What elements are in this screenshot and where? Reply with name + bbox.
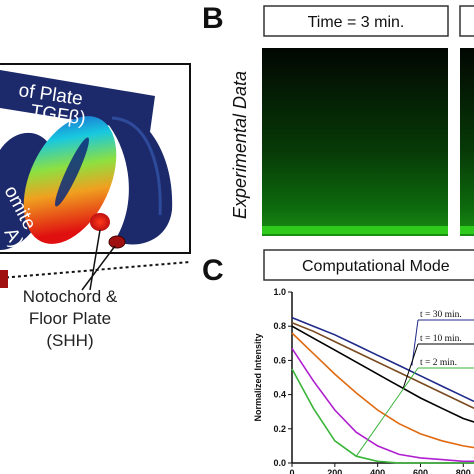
y-tick-label: 0.0 xyxy=(273,458,286,468)
series-label-2: t = 10 min. xyxy=(420,334,462,344)
pointer-line-1 xyxy=(81,245,116,291)
panel-b: B Time = 3 min. Experimental Data xyxy=(202,2,474,236)
series-line-0 xyxy=(291,316,474,403)
experimental-data-label: Experimental Data xyxy=(230,71,250,219)
y-tick-label: 0.8 xyxy=(273,321,286,331)
x-tick-label: 200 xyxy=(327,468,342,474)
notochord-annotation: Notochord & Floor Plate (SHH) xyxy=(10,286,130,352)
series-leader-2 xyxy=(402,343,419,388)
panel-b-letter: B xyxy=(202,2,224,35)
x-tick-label: 800 xyxy=(456,468,471,474)
x-tick-label: 600 xyxy=(413,468,428,474)
experimental-image-2-band xyxy=(460,226,474,234)
experimental-image-2 xyxy=(460,48,474,236)
annotation-line-3: (SHH) xyxy=(46,331,94,350)
notochord-cylinder-left xyxy=(0,270,8,288)
y-tick-label: 0.6 xyxy=(273,355,286,365)
x-tick-label: 400 xyxy=(370,468,385,474)
experimental-image-bright-band xyxy=(262,226,448,234)
panel-a-diagram: of Plate TGFβ) omite A) xyxy=(0,63,191,291)
diagram-dotted-baseline xyxy=(0,261,191,279)
panel-c-header-box xyxy=(263,249,474,281)
somite-right-shape xyxy=(95,108,173,245)
pointer-line-2 xyxy=(89,229,101,291)
series-line-3 xyxy=(291,332,474,449)
panel-b-header-box xyxy=(263,5,449,37)
notochord-spot xyxy=(90,213,110,231)
neural-tube-lumen xyxy=(55,137,89,207)
series-line-1 xyxy=(291,322,474,410)
y-axis-label: Normalized Intensity xyxy=(253,333,263,421)
series-leader-5 xyxy=(355,367,419,457)
y-tick-label: 1.0 xyxy=(273,287,286,297)
notochord-cylinder-right xyxy=(108,235,126,249)
annotation-line-2: Floor Plate xyxy=(28,309,112,328)
y-tick-label: 0.2 xyxy=(273,424,286,434)
series-line-5 xyxy=(291,368,474,464)
panel-b-header: Time = 3 min. xyxy=(308,14,405,31)
series-label-5: t = 2 min. xyxy=(420,358,457,368)
diagram-frame xyxy=(0,63,191,254)
series-line-4 xyxy=(291,347,474,463)
intensity-chart: 0.00.20.40.60.81.00200400600800Distance … xyxy=(253,287,474,474)
panel-c-header: Computational Mode xyxy=(302,258,450,275)
series-label-0: t = 30 min. xyxy=(420,310,462,320)
experimental-image xyxy=(262,48,448,236)
annotation-line-1: Notochord & xyxy=(22,287,118,306)
series-line-2 xyxy=(291,325,474,423)
panel-c-letter: C xyxy=(202,254,224,287)
panel-b-header-box-2 xyxy=(459,5,474,37)
somite-right-inner xyxy=(111,116,162,216)
x-tick-label: 0 xyxy=(289,468,294,474)
y-tick-label: 0.4 xyxy=(273,390,286,400)
panel-c: C Computational Mode 0.0 0.2 0.4 0.6 0.8 1.0 0… xyxy=(202,249,474,474)
